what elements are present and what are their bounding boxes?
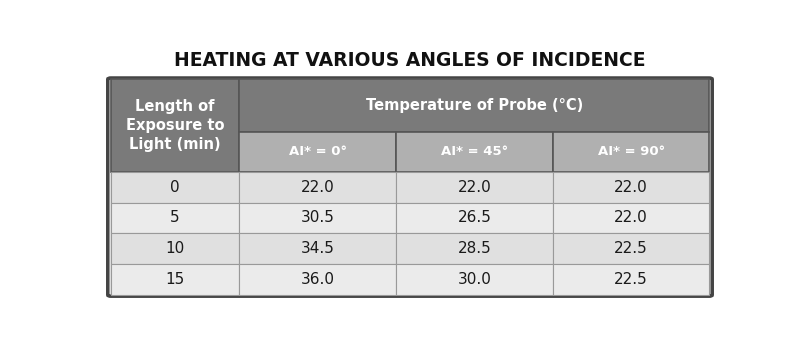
Bar <box>553 264 709 295</box>
Text: 5: 5 <box>170 210 180 225</box>
Text: 22.0: 22.0 <box>458 180 491 194</box>
Bar <box>239 203 396 233</box>
FancyBboxPatch shape <box>108 78 712 296</box>
Text: AI* = 90°: AI* = 90° <box>598 145 665 158</box>
Bar <box>111 203 239 233</box>
Text: HEATING AT VARIOUS ANGLES OF INCIDENCE: HEATING AT VARIOUS ANGLES OF INCIDENCE <box>174 51 646 70</box>
Text: 22.5: 22.5 <box>614 241 648 256</box>
Bar <box>553 132 709 172</box>
Bar <box>111 172 239 203</box>
Bar <box>396 172 553 203</box>
Bar <box>553 203 709 233</box>
Text: 0: 0 <box>170 180 180 194</box>
Bar <box>111 79 239 172</box>
Text: 22.0: 22.0 <box>301 180 334 194</box>
Bar <box>396 203 553 233</box>
Text: Length of
Exposure to
Light (min): Length of Exposure to Light (min) <box>126 99 225 152</box>
Text: 22.0: 22.0 <box>614 210 648 225</box>
Text: 26.5: 26.5 <box>458 210 491 225</box>
Text: AI* = 0°: AI* = 0° <box>289 145 347 158</box>
Bar <box>111 233 239 264</box>
Text: 22.5: 22.5 <box>614 272 648 287</box>
Text: 22.0: 22.0 <box>614 180 648 194</box>
Text: 15: 15 <box>166 272 185 287</box>
Bar <box>553 233 709 264</box>
Bar <box>239 132 396 172</box>
Bar <box>239 79 709 132</box>
Text: 36.0: 36.0 <box>301 272 335 287</box>
Text: 30.5: 30.5 <box>301 210 334 225</box>
Bar <box>396 264 553 295</box>
Bar <box>396 132 553 172</box>
Text: 34.5: 34.5 <box>301 241 334 256</box>
Text: Temperature of Probe (°C): Temperature of Probe (°C) <box>366 98 583 113</box>
Bar <box>396 233 553 264</box>
Bar <box>239 264 396 295</box>
Bar <box>553 172 709 203</box>
Bar <box>111 264 239 295</box>
Text: AI* = 45°: AI* = 45° <box>441 145 508 158</box>
Text: 28.5: 28.5 <box>458 241 491 256</box>
Text: 10: 10 <box>166 241 185 256</box>
Bar <box>239 172 396 203</box>
Bar <box>239 233 396 264</box>
Text: 30.0: 30.0 <box>458 272 491 287</box>
